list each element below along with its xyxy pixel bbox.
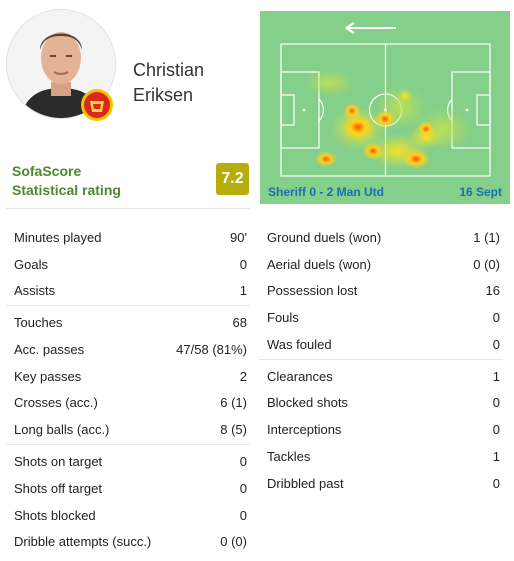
player-first-name: Christian <box>133 60 205 80</box>
stat-value: 0 <box>492 309 500 325</box>
section-divider <box>6 305 250 306</box>
stat-row-crosses: Crosses (acc.) 6 (1) <box>14 389 247 415</box>
stat-value: 0 <box>492 394 500 410</box>
stat-row-blocked-shots: Blocked shots 0 <box>267 389 500 415</box>
rating-badge: 7.2 <box>216 163 249 195</box>
stat-value: 6 (1) <box>220 394 247 410</box>
match-footer[interactable]: Sheriff 0 - 2 Man Utd 16 Sept <box>260 183 510 203</box>
stat-label: Acc. passes <box>14 341 85 357</box>
arrow-left-icon <box>345 22 396 34</box>
stat-row-shots-blocked: Shots blocked 0 <box>14 502 247 528</box>
section-divider <box>6 444 250 445</box>
stat-label: Dribbled past <box>267 475 344 491</box>
stat-value: 2 <box>239 368 247 384</box>
stat-row-dribbled-past: Dribbled past 0 <box>267 470 500 496</box>
stat-label: Fouls <box>267 309 299 325</box>
stat-value: 16 <box>485 282 500 298</box>
stat-row-shots-on-target: Shots on target 0 <box>14 448 247 474</box>
stat-label: Shots off target <box>14 480 102 496</box>
stat-row-was-fouled: Was fouled 0 <box>267 331 500 357</box>
stat-value: 1 <box>492 368 500 384</box>
player-name: Christian Eriksen <box>133 58 204 108</box>
stat-row-dribble-attempts: Dribble attempts (succ.) 0 (0) <box>14 528 247 554</box>
heatmap-panel[interactable]: Sheriff 0 - 2 Man Utd 16 Sept <box>260 11 510 204</box>
stat-row-acc-passes: Acc. passes 47/58 (81%) <box>14 336 247 362</box>
stat-label: Tackles <box>267 448 311 464</box>
rating-label-line1: SofaScore <box>12 163 82 179</box>
stat-label: Touches <box>14 314 63 330</box>
stat-value: 0 <box>492 475 500 491</box>
stat-label: Shots on target <box>14 453 103 469</box>
stat-label: Goals <box>14 256 48 272</box>
stat-label: Clearances <box>267 368 333 384</box>
stat-label: Interceptions <box>267 421 342 437</box>
stat-value: 1 (1) <box>473 229 500 245</box>
player-last-name: Eriksen <box>133 85 194 105</box>
stat-value: 1 <box>492 448 500 464</box>
stat-label: Key passes <box>14 368 82 384</box>
stat-value: 0 (0) <box>220 533 247 549</box>
heatmap <box>260 11 510 183</box>
rating-label: SofaScore Statistical rating <box>12 162 121 200</box>
manchester-united-crest-icon <box>80 88 114 122</box>
stat-value: 0 <box>492 336 500 352</box>
match-date: 16 Sept <box>459 185 502 199</box>
stat-row-goals: Goals 0 <box>14 251 247 277</box>
stat-row-aerial-duels: Aerial duels (won) 0 (0) <box>267 251 500 277</box>
rating-label-line2: Statistical rating <box>12 182 121 198</box>
stat-row-clearances: Clearances 1 <box>267 363 500 389</box>
stat-value: 0 <box>239 480 247 496</box>
stat-label: Shots blocked <box>14 507 96 523</box>
stat-row-ground-duels: Ground duels (won) 1 (1) <box>267 224 500 250</box>
stat-label: Aerial duels (won) <box>267 256 372 272</box>
stat-row-long-balls: Long balls (acc.) 8 (5) <box>14 416 247 442</box>
stat-row-fouls: Fouls 0 <box>267 304 500 330</box>
stat-value: 0 <box>492 421 500 437</box>
stat-label: Long balls (acc.) <box>14 421 110 437</box>
stat-label: Blocked shots <box>267 394 348 410</box>
stat-value: 68 <box>232 314 247 330</box>
stat-value: 8 (5) <box>220 421 247 437</box>
stat-label: Crosses (acc.) <box>14 394 98 410</box>
player-photo <box>7 10 115 118</box>
stat-label: Dribble attempts (succ.) <box>14 533 152 549</box>
stat-row-touches: Touches 68 <box>14 309 247 335</box>
stat-row-shots-off-target: Shots off target 0 <box>14 475 247 501</box>
header-divider <box>6 208 250 209</box>
stat-value: 47/58 (81%) <box>176 341 247 357</box>
stat-value: 0 <box>239 453 247 469</box>
section-divider <box>259 359 503 360</box>
stat-label: Was fouled <box>267 336 332 352</box>
stat-row-interceptions: Interceptions 0 <box>267 416 500 442</box>
match-teams-link[interactable]: Sheriff 0 - 2 Man Utd <box>268 185 385 199</box>
heat-zones <box>304 69 473 169</box>
stat-value: 1 <box>239 282 247 298</box>
player-avatar <box>6 9 116 119</box>
stat-label: Minutes played <box>14 229 102 245</box>
stat-label: Assists <box>14 282 56 298</box>
stat-value: 90' <box>230 229 247 245</box>
stat-row-possession-lost: Possession lost 16 <box>267 277 500 303</box>
stat-row-tackles: Tackles 1 <box>267 443 500 469</box>
stat-row-assists: Assists 1 <box>14 277 247 303</box>
stat-row-key-passes: Key passes 2 <box>14 363 247 389</box>
stat-value: 0 (0) <box>473 256 500 272</box>
stat-value: 0 <box>239 507 247 523</box>
stat-label: Ground duels (won) <box>267 229 382 245</box>
stat-label: Possession lost <box>267 282 358 298</box>
stat-row-minutes-played: Minutes played 90' <box>14 224 247 250</box>
stat-value: 0 <box>239 256 247 272</box>
